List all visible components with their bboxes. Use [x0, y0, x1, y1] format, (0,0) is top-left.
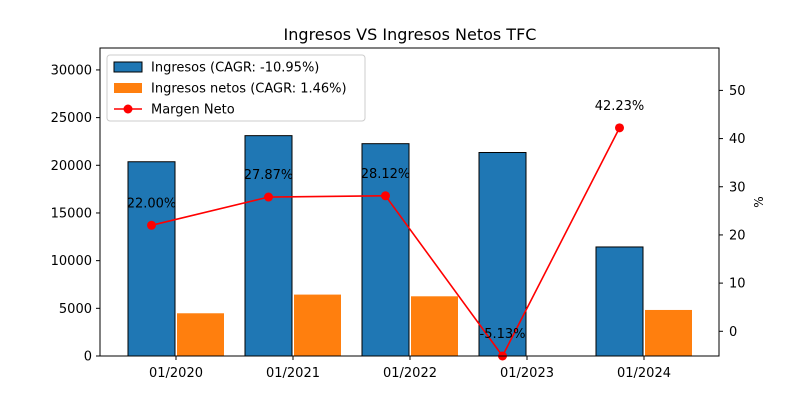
legend-label-2: Margen Neto: [151, 103, 235, 118]
point-margen-neto-1: [264, 192, 273, 202]
legend-label-0: Ingresos (CAGR: -10.95%): [151, 61, 319, 76]
legend-swatch-marker-2: [123, 104, 133, 114]
bar-ingresos-netos-0: [177, 313, 224, 356]
y-tick-label-15000: 15000: [51, 206, 92, 221]
y-tick-label-5000: 5000: [59, 302, 92, 317]
bar-ingresos-netos-4: [645, 309, 692, 356]
bar-ingresos-netos-2: [411, 296, 458, 356]
x-tick-label-1: 01/2021: [266, 366, 320, 381]
y-tick-label-20000: 20000: [51, 159, 92, 174]
legend-label-1: Ingresos netos (CAGR: 1.46%): [151, 82, 347, 97]
x-tick-label-2: 01/2022: [383, 366, 437, 381]
y2-tick-label-10: 10: [729, 277, 746, 292]
x-tick-label-0: 01/2020: [149, 366, 203, 381]
y-tick-label-10000: 10000: [51, 254, 92, 269]
data-label-margen-neto-2: 28.12%: [361, 167, 411, 182]
y2-tick-label-30: 30: [729, 180, 746, 195]
data-label-margen-neto-0: 22.00%: [127, 196, 177, 211]
x-tick-label-4: 01/2024: [617, 366, 671, 381]
y2-tick-label-0: 0: [729, 325, 737, 340]
x-tick-label-3: 01/2023: [500, 366, 554, 381]
point-margen-neto-2: [381, 191, 390, 201]
bar-ingresos-netos-1: [294, 294, 341, 356]
y-tick-label-25000: 25000: [51, 111, 92, 126]
bar-ingresos-4: [595, 246, 644, 357]
point-margen-neto-4: [615, 123, 624, 133]
data-label-margen-neto-3: -5.13%: [480, 327, 526, 342]
y-tick-label-30000: 30000: [51, 63, 92, 78]
y2-axis-label: %: [752, 196, 766, 207]
legend-swatch-0: [113, 61, 143, 73]
y-tick-label-0: 0: [84, 350, 92, 365]
y2-tick-label-40: 40: [729, 132, 746, 147]
bar-ingresos-0: [127, 161, 176, 357]
data-label-margen-neto-4: 42.23%: [595, 99, 645, 114]
data-label-margen-neto-1: 27.87%: [244, 168, 294, 183]
y2-tick-label-50: 50: [729, 84, 746, 99]
y2-tick-label-20: 20: [729, 228, 746, 243]
point-margen-neto-0: [147, 220, 156, 230]
bar-ingresos-2: [361, 143, 410, 357]
chart-title: Ingresos VS Ingresos Netos TFC: [284, 25, 537, 44]
legend-box: [106, 54, 366, 122]
bar-ingresos-1: [244, 135, 293, 357]
legend-swatch-1: [114, 83, 142, 93]
bar-ingresos-3: [478, 152, 527, 357]
